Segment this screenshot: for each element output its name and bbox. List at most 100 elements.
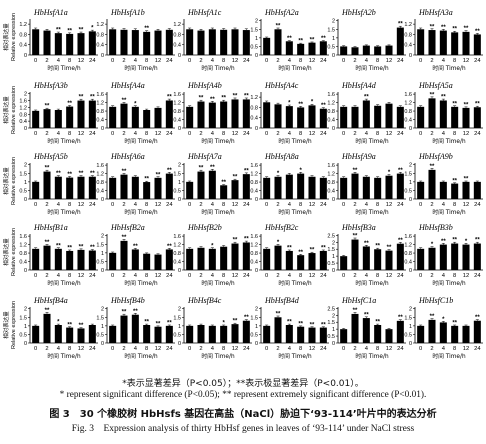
x-tick-label: 4 [442, 346, 446, 352]
significance-mark: ** [441, 25, 446, 31]
bar [428, 169, 436, 199]
y-tick-label: 0 [178, 197, 181, 203]
x-tick-label: 0 [265, 131, 268, 137]
bar [43, 171, 51, 199]
significance-mark: ** [430, 164, 435, 170]
x-tick-label: 2 [122, 131, 125, 137]
x-tick-label: 0 [342, 131, 345, 137]
panel-hbhsfa4a: HbHsfA4a 0 0.4 0.8 1.2 1.6 0 ** 2 * 4 8 12 ** 24 时间 Tim… [96, 81, 175, 145]
y-tick-label: 1.2 [173, 243, 181, 249]
bar [362, 176, 370, 199]
y-tick-label: 0.8 [404, 32, 412, 38]
significance-mark: ** [430, 314, 435, 320]
y-tick-label: 1 [409, 324, 412, 330]
significance-mark: ** [221, 180, 226, 186]
x-tick-label: 24 [243, 58, 250, 64]
bar [462, 181, 470, 199]
significance-mark: * [222, 321, 225, 327]
significance-mark: ** [67, 101, 72, 107]
y-axis-title-zh: 相对表达量 [2, 167, 10, 195]
x-tick-label: 2 [199, 346, 202, 352]
bar [263, 248, 271, 270]
bar [220, 325, 228, 343]
bar [417, 181, 425, 199]
y-tick-label: 1.5 [173, 171, 181, 177]
x-tick-label: 2 [276, 202, 279, 208]
x-tick-label: 0 [111, 58, 114, 64]
x-tick-label: 2 [122, 273, 125, 279]
bar [231, 99, 239, 128]
y-tick-label: 0 [332, 268, 335, 274]
bar [417, 106, 425, 128]
x-tick-label: 0 [111, 346, 114, 352]
x-tick-label: 12 [155, 202, 161, 208]
y-tick-label: 0 [332, 126, 335, 132]
significance-mark: ** [475, 29, 480, 35]
x-axis-title: 时间 Time/h [201, 279, 235, 287]
y-tick-label: 1.6 [250, 234, 258, 240]
x-tick-label: 8 [222, 58, 225, 64]
x-tick-label: 12 [463, 273, 469, 279]
panel-hbhsfa1a: HbHsfA1a 0 0.4 0.8 1.2 0 2 ** 4 ** 8 ** 12 * 24 时间 Time… [2, 8, 98, 72]
x-tick-label: 4 [288, 131, 292, 137]
significance-mark: ** [353, 234, 358, 240]
x-tick-label: 2 [430, 131, 433, 137]
significance-mark: ** [79, 244, 84, 250]
y-tick-label: 0 [24, 268, 27, 274]
x-tick-label: 8 [222, 131, 225, 137]
x-tick-label: 4 [134, 202, 138, 208]
y-tick-label: 0.8 [404, 109, 412, 115]
bar [131, 106, 139, 128]
figure-title-zh: 图 3 30 个橡胶树 HbHsfs 基因在高盐（NaCl）胁迫下‘93-114… [49, 409, 437, 420]
significance-mark: ** [156, 172, 161, 178]
bar [154, 326, 162, 343]
bar [242, 99, 250, 128]
x-tick-label: 2 [430, 202, 433, 208]
x-tick-label: 2 [45, 346, 48, 352]
x-axis-title: 时间 Time/h [278, 64, 312, 72]
y-tick-label: 0 [178, 268, 181, 274]
x-tick-label: 4 [211, 58, 215, 64]
significance-mark: ** [167, 321, 172, 327]
x-tick-label: 12 [232, 131, 238, 137]
x-tick-label: 8 [222, 273, 225, 279]
y-tick-label: 1.2 [96, 22, 104, 28]
bar [143, 325, 151, 343]
significance-mark: ** [276, 24, 281, 30]
significance-mark: ** [244, 315, 249, 321]
bar [274, 176, 282, 199]
bar [242, 174, 250, 199]
significance-mark: ** [353, 168, 358, 174]
significance-mark: ** [156, 321, 161, 327]
bar [473, 320, 481, 343]
y-tick-label: 1.2 [173, 101, 181, 107]
x-tick-label: 4 [365, 273, 369, 279]
significance-mark: ** [452, 238, 457, 244]
x-tick-label: 12 [463, 346, 469, 352]
x-tick-label: 24 [320, 58, 327, 64]
bar [263, 325, 271, 343]
bar [396, 27, 404, 55]
significance-mark: ** [441, 95, 446, 101]
y-tick-label: 1.5 [250, 27, 258, 33]
panel-title: HbHsfA4b [187, 81, 222, 90]
bar [451, 106, 459, 128]
x-tick-label: 2 [45, 58, 48, 64]
x-tick-label: 4 [288, 273, 292, 279]
bar [319, 108, 327, 128]
x-tick-label: 8 [68, 58, 71, 64]
bar [362, 246, 370, 270]
x-tick-label: 8 [376, 58, 379, 64]
x-tick-label: 4 [211, 346, 215, 352]
x-axis-title: 时间 Time/h [355, 208, 389, 216]
y-tick-label: 0.4 [173, 260, 181, 266]
x-tick-label: 0 [265, 58, 268, 64]
y-tick-label: 1.2 [250, 172, 258, 178]
significance-mark: ** [79, 28, 84, 34]
bar [428, 98, 436, 128]
x-tick-label: 4 [288, 202, 292, 208]
y-axis-title-en: Relative expression [11, 86, 17, 134]
bar [242, 320, 250, 343]
x-axis-title: 时间 Time/h [278, 137, 312, 145]
